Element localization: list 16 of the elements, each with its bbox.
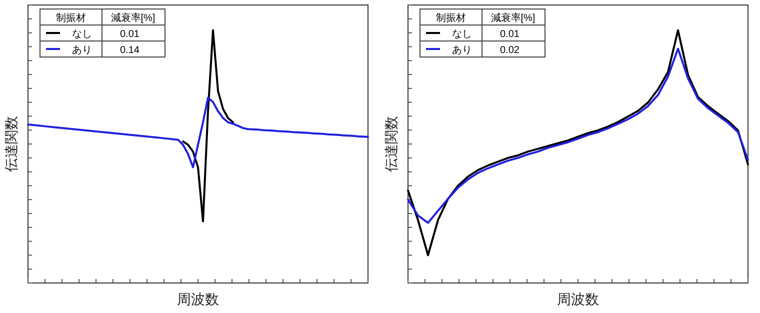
legend-title: 制振材 — [436, 12, 466, 24]
y-axis-title: 伝達関数 — [383, 116, 399, 172]
annotation: 0.02 — [500, 45, 520, 56]
legend-label: なし — [452, 29, 472, 40]
annotation: 0.01 — [120, 29, 140, 40]
text: 減衰率[%] — [110, 13, 156, 24]
x-axis-title: 周波数 — [557, 291, 599, 307]
legend-label: あり — [452, 45, 472, 56]
annotation: 0.01 — [500, 29, 520, 40]
legend-label: あり — [72, 45, 92, 56]
annotation: 0.14 — [120, 45, 140, 56]
text: 減衰率[%] — [490, 13, 536, 24]
legend-title: 制振材 — [56, 12, 86, 24]
y-axis-title: 伝達関数 — [3, 116, 19, 172]
legend-label: なし — [72, 29, 92, 40]
x-axis-title: 周波数 — [177, 291, 219, 307]
